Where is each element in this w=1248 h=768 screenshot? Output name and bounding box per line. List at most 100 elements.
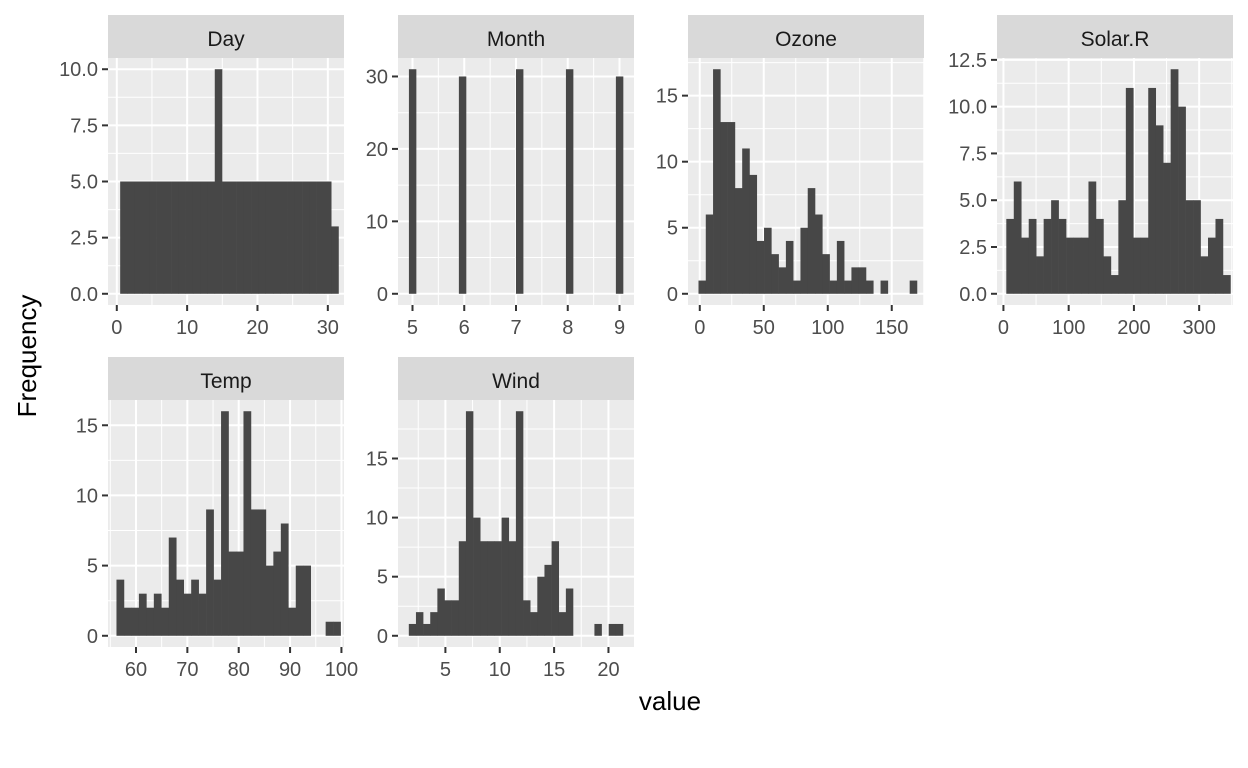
- histogram-bar: [437, 588, 445, 636]
- histogram-bar: [127, 181, 136, 294]
- histogram-bar: [1208, 237, 1216, 294]
- histogram-bar: [191, 579, 199, 636]
- histogram-bar: [1066, 237, 1074, 294]
- y-tick-label: 0: [377, 284, 388, 306]
- histogram-bar: [251, 181, 259, 294]
- histogram-bar: [793, 280, 801, 294]
- histogram-bar: [858, 267, 867, 294]
- panel-month: Month 5 6 7 8 9 0 10 20 30: [366, 15, 634, 339]
- histogram-bar: [444, 600, 452, 636]
- histogram-bar: [771, 254, 779, 294]
- histogram-bar: [800, 227, 809, 294]
- histogram-bar: [288, 607, 297, 636]
- x-tick-label: 10: [176, 317, 198, 339]
- histogram-bar: [265, 565, 274, 636]
- histogram-bar: [221, 411, 229, 636]
- x-tick-label: 0: [998, 317, 1009, 339]
- histogram-bar: [1178, 106, 1186, 294]
- histogram-bar: [153, 593, 162, 636]
- histogram-bar: [829, 280, 838, 294]
- histogram-bar: [222, 181, 230, 294]
- histogram-bar: [185, 181, 194, 294]
- histogram-bar: [713, 69, 721, 294]
- histogram-bar: [295, 565, 304, 636]
- y-tick-label: 0: [377, 626, 388, 648]
- histogram-bar: [594, 623, 602, 636]
- histogram-bar: [785, 240, 794, 294]
- histogram-bar: [815, 214, 823, 294]
- histogram-bar: [515, 411, 524, 636]
- histogram-bar: [851, 267, 860, 294]
- x-tick-label: 100: [811, 317, 844, 339]
- histogram-bar: [494, 541, 502, 636]
- histogram-bar: [200, 181, 208, 294]
- x-tick-label: 90: [279, 659, 301, 681]
- histogram-bar: [698, 280, 707, 294]
- histogram-bar: [1222, 275, 1231, 294]
- histogram-bar: [1215, 218, 1224, 294]
- histogram-bar: [408, 623, 417, 636]
- facet-strip-label: Day: [207, 28, 245, 51]
- histogram-bar: [430, 612, 438, 636]
- histogram-bar: [280, 523, 289, 636]
- histogram-bar: [1125, 87, 1134, 294]
- histogram-bar: [451, 600, 460, 636]
- y-tick-label: 5: [667, 218, 678, 240]
- y-tick-label: 0.0: [70, 284, 98, 306]
- histogram-bar: [258, 509, 267, 636]
- histogram-bar: [1028, 218, 1037, 294]
- y-tick-label: 7.5: [959, 143, 987, 165]
- histogram-bar: [214, 69, 223, 294]
- histogram-bar: [764, 227, 772, 294]
- histogram-bar: [778, 267, 787, 294]
- histogram-bar: [250, 509, 259, 636]
- x-tick-label: 10: [489, 659, 511, 681]
- histogram-bar: [161, 607, 170, 636]
- y-tick-label: 2.5: [70, 228, 98, 250]
- y-tick-label: 7.5: [70, 115, 98, 137]
- facet-strip: [688, 15, 924, 58]
- y-tick-label: 2.5: [959, 237, 987, 259]
- y-tick-label: 5.0: [959, 190, 987, 212]
- x-tick-label: 80: [228, 659, 250, 681]
- histogram-bar: [551, 541, 560, 636]
- histogram-bar: [302, 181, 310, 294]
- x-tick-label: 300: [1182, 317, 1215, 339]
- panel-day: Day 0 10 20 30 0.0 2.5 5.0 7.5 10.0: [59, 15, 344, 339]
- histogram-bar: [1200, 256, 1209, 294]
- histogram-bar: [720, 122, 728, 294]
- histogram-bar: [138, 593, 147, 636]
- y-tick-label: 5.0: [70, 172, 98, 194]
- y-tick-label: 10: [366, 211, 388, 233]
- x-tick-label: 100: [1052, 317, 1085, 339]
- histogram-bar: [316, 181, 325, 294]
- histogram-bar: [294, 181, 303, 294]
- histogram-bar: [1021, 237, 1030, 294]
- histogram-bar: [149, 181, 157, 294]
- y-tick-label: 30: [366, 66, 388, 88]
- facet-strip-label: Wind: [492, 370, 540, 393]
- facet-strip-label: Temp: [200, 370, 251, 393]
- facet-strip: [398, 15, 634, 58]
- histogram-bar: [565, 588, 574, 636]
- histogram-bar: [235, 551, 244, 636]
- x-tick-label: 0: [694, 317, 705, 339]
- x-tick-label: 20: [597, 659, 619, 681]
- y-axis-title: Frequency: [12, 295, 42, 418]
- histogram-bar: [1095, 218, 1104, 294]
- histogram-bar: [331, 226, 339, 294]
- histogram-bar: [243, 411, 252, 636]
- y-tick-label: 0: [87, 626, 98, 648]
- histogram-bar: [333, 621, 341, 636]
- histogram-bar: [116, 579, 125, 636]
- histogram-bar: [1170, 69, 1179, 294]
- y-tick-label: 5: [87, 556, 98, 578]
- facet-strip: [398, 357, 634, 400]
- histogram-bar: [615, 76, 624, 294]
- histogram-bar: [183, 593, 192, 636]
- histogram-bar: [258, 181, 267, 294]
- histogram-bar: [756, 240, 765, 294]
- x-tick-label: 5: [407, 317, 418, 339]
- histogram-bar: [1036, 256, 1044, 294]
- histogram-bar: [473, 517, 481, 636]
